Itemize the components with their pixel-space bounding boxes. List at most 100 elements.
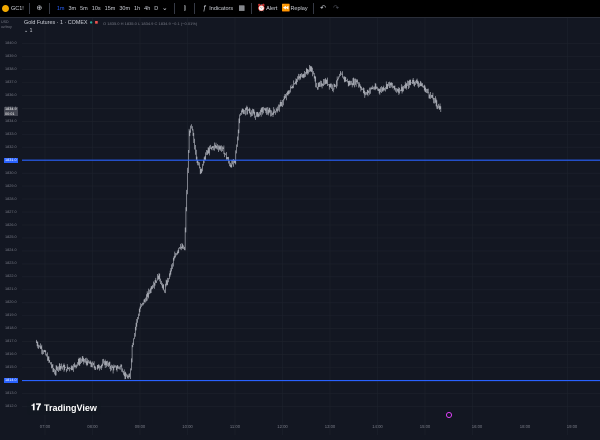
interval-3m[interactable]: 3m [68, 5, 77, 12]
separator [312, 3, 314, 14]
price-tick-label: 1829.0 [5, 183, 17, 188]
price-tick-label: 1816.0 [5, 352, 17, 357]
last-price-time: 00:01 [5, 111, 15, 116]
plus-icon: ⊕ [36, 5, 43, 12]
redo-button[interactable]: ↷ [330, 0, 343, 18]
price-tick-label: 1830.0 [5, 170, 17, 175]
price-tick-label: 1820.0 [5, 300, 17, 305]
interval-5m[interactable]: 5m [80, 5, 88, 12]
price-tick-label: 1838.0 [5, 66, 17, 71]
time-tick-label: 13:00 [324, 424, 336, 429]
time-tick-label: 11:00 [229, 424, 241, 429]
undo-icon: ↶ [320, 5, 327, 12]
indicators-label: Indicators [209, 5, 234, 12]
last-price-badge: 1834.9 00:01 [4, 107, 18, 117]
legend-title[interactable]: Gold Futures · 1 · COMEX [24, 20, 88, 26]
price-tick-label: 1812.0 [5, 404, 17, 409]
price-tick-label: 1825.0 [5, 235, 17, 240]
separator [194, 3, 196, 14]
time-tick-label: 09:00 [134, 424, 146, 429]
layout-icon: ▦ [238, 5, 245, 12]
lower-line-badge[interactable]: 1814.0 [4, 378, 18, 384]
symbol-logo-icon [2, 5, 9, 12]
legend-secondary[interactable]: ⌄ 1 [24, 28, 32, 34]
indicators-button[interactable]: ƒ Indicators [198, 0, 235, 18]
price-tick-label: 1837.0 [5, 79, 17, 84]
time-tick-label: 12:00 [277, 424, 288, 429]
time-tick-label: 14:00 [372, 424, 383, 429]
interval-15m[interactable]: 15m [104, 5, 116, 12]
interval-10s[interactable]: 10s [91, 5, 101, 12]
price-tick-label: 1813.0 [5, 391, 17, 396]
price-tick-label: 1819.0 [5, 313, 17, 318]
chart-legend: Gold Futures · 1 · COMEX ● ■ O 1835.0 H … [24, 20, 197, 26]
alert-button[interactable]: ⏰ Alert [255, 0, 279, 18]
collapse-icon: ⌄ [24, 28, 29, 34]
price-tick-label: 1823.0 [5, 261, 17, 266]
price-tick-label: 1828.0 [5, 196, 17, 201]
indicators-icon: ƒ [202, 5, 207, 12]
price-tick-label: 1824.0 [5, 248, 17, 253]
upper-line-badge[interactable]: 1831.0 [4, 157, 18, 163]
time-tick-label: 18:00 [519, 424, 531, 429]
price-tick-label: 1839.0 [5, 53, 17, 58]
bar-style-icon: ⫾ [183, 5, 186, 12]
interval-30m[interactable]: 30m [119, 5, 131, 12]
price-axis-unit[interactable]: USD oz/troy [1, 20, 12, 30]
interval-D[interactable]: D [154, 5, 159, 12]
alert-label: Alert [266, 5, 278, 12]
redo-icon: ↷ [333, 5, 340, 12]
chart-style-button[interactable]: ⫾ [178, 0, 191, 18]
replay-button[interactable]: ⏪ Replay [279, 0, 309, 18]
separator [48, 3, 50, 14]
layout-button[interactable]: ▦ [235, 0, 248, 18]
time-tick-label: 19:00 [566, 424, 578, 429]
separator [28, 3, 30, 14]
time-tick-label: 15:00 [419, 424, 431, 429]
last-price-value: 1834.9 [5, 107, 17, 112]
legend-ohlc: O 1835.0 H 1835.0 L 1834.9 C 1834.9 −0.1… [103, 20, 198, 26]
undo-button[interactable]: ↶ [317, 0, 330, 18]
price-tick-label: 1822.0 [5, 274, 17, 279]
price-tick-label: 1836.0 [5, 92, 17, 97]
price-tick-label: 1826.0 [5, 222, 17, 227]
market-open-icon: ● [89, 20, 93, 26]
symbol-label: GC1! [11, 5, 24, 12]
currency-unit: USD [1, 20, 9, 24]
alert-icon: ⏰ [257, 5, 266, 12]
price-tick-label: 1833.0 [5, 131, 17, 136]
price-chart[interactable] [0, 18, 600, 435]
price-tick-label: 1832.0 [5, 144, 17, 149]
symbol-search[interactable]: GC1! [0, 0, 26, 18]
interval-1h[interactable]: 1h [134, 5, 141, 12]
interval-4h[interactable]: 4h [144, 5, 151, 12]
timezone-icon[interactable] [446, 412, 452, 418]
time-tick-label: 16:00 [471, 424, 483, 429]
measure-unit: oz/troy [1, 25, 12, 29]
price-tick-label: 1821.0 [5, 287, 17, 292]
interval-bar: 1m 3m 5m 10s 15m 30m 1h 4h D ⌄ [53, 0, 171, 18]
separator [174, 3, 176, 14]
price-tick-label: 1827.0 [5, 209, 17, 214]
compare-button[interactable]: ⊕ [33, 0, 46, 18]
price-tick-label: 1815.0 [5, 365, 17, 370]
replay-icon: ⏪ [281, 5, 291, 12]
time-tick-label: 10:00 [182, 424, 193, 429]
tradingview-logo[interactable]: 𝟏𝟕 TradingView [27, 401, 101, 415]
time-tick-label: 08:00 [87, 424, 98, 429]
tradingview-logo-icon: 𝟏𝟕 [31, 403, 42, 413]
delayed-data-icon: ■ [94, 20, 99, 26]
chart-area[interactable] [0, 18, 600, 435]
interval-1m[interactable]: 1m [56, 5, 65, 12]
time-tick-label: 07:00 [39, 424, 51, 429]
brand-name: TradingView [44, 403, 97, 413]
price-tick-label: 1818.0 [5, 326, 17, 331]
replay-label: Replay [290, 5, 308, 12]
price-tick-label: 1817.0 [5, 339, 17, 344]
chevron-down-icon[interactable]: ⌄ [161, 5, 168, 12]
price-tick-label: 1834.0 [5, 118, 17, 123]
top-toolbar: GC1! ⊕ 1m 3m 5m 10s 15m 30m 1h 4h D ⌄ ⫾ … [0, 0, 600, 18]
separator [251, 3, 253, 14]
price-tick-label: 1840.0 [5, 40, 17, 45]
legend-secondary-value: 1 [29, 28, 33, 34]
